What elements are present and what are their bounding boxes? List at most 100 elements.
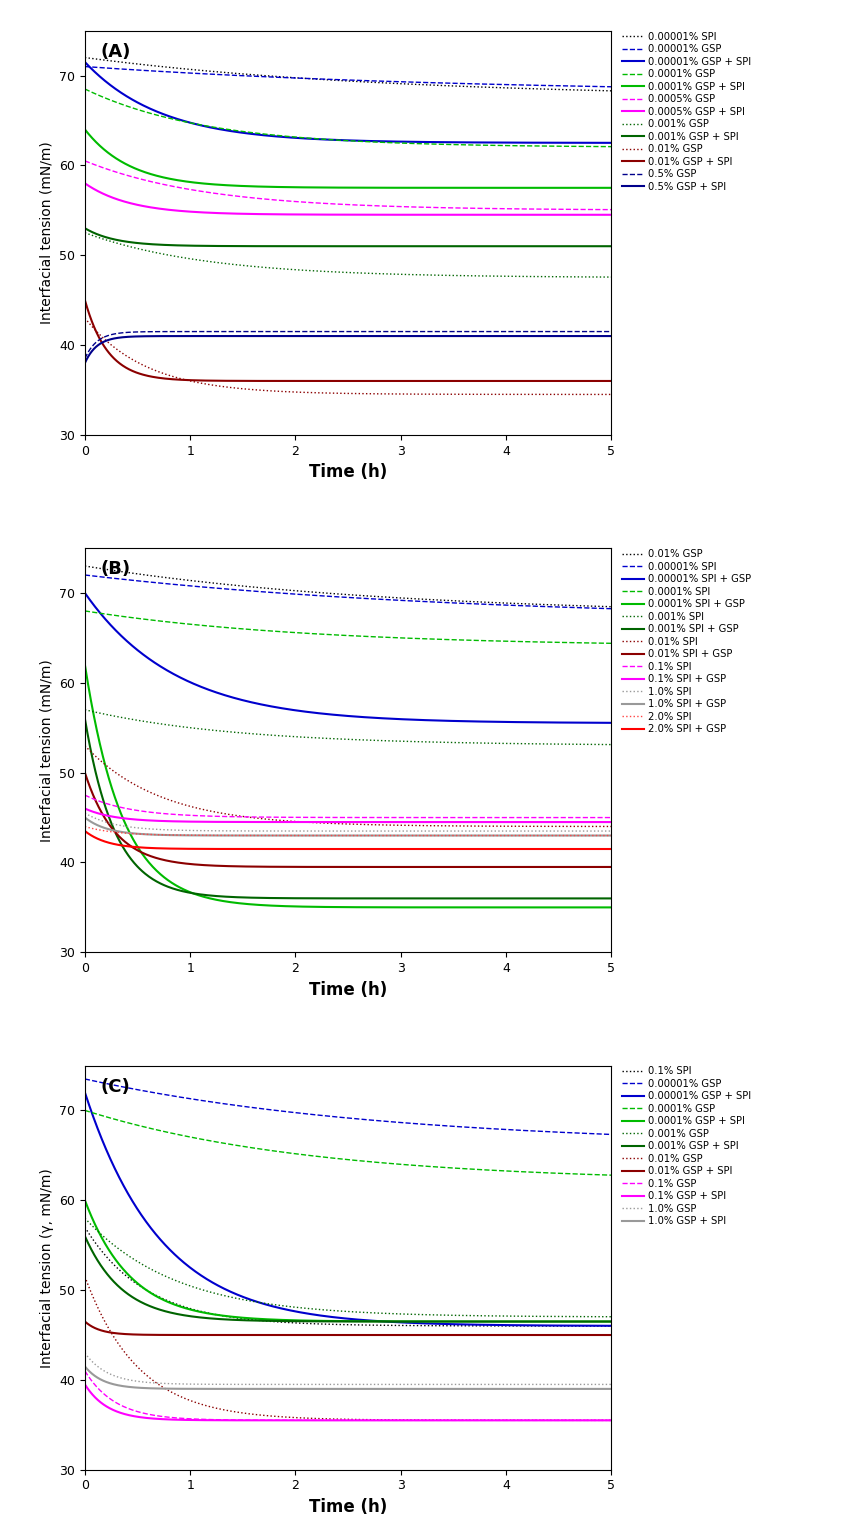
0.1% GSP [423,1412,433,1430]
0.001% SPI + GSP [80,709,90,727]
0.00001% SPI + GSP [308,703,318,721]
0.0005% GSP + SPI [88,179,98,197]
0.001% SPI + GSP [331,890,341,908]
0.00001% GSP + SPI [88,61,98,80]
2.0% SPI + GSP [331,841,341,859]
0.01% GSP + SPI [288,1326,298,1344]
0.5% GSP + SPI [88,340,98,358]
0.00001% SPI [308,70,318,89]
0.001% SPI [606,735,616,753]
0.001% GSP + SPI [308,237,318,256]
0.01% SPI + GSP [423,857,433,876]
0.0001% GSP [423,135,433,153]
0.1% GSP + SPI [80,1375,90,1393]
Line: 0.01% GSP: 0.01% GSP [85,1277,611,1421]
0.0005% GSP + SPI [308,205,318,224]
0.001% GSP + SPI [88,1245,98,1263]
0.00001% SPI [606,600,616,619]
0.0001% GSP + SPI [308,1312,318,1330]
0.01% GSP [288,1409,298,1427]
0.01% SPI [288,811,298,830]
0.00001% GSP [308,69,318,87]
0.00001% GSP [331,1108,341,1127]
1.0% SPI [88,808,98,827]
0.00001% GSP [606,78,616,96]
2.0% SPI [88,819,98,837]
0.5% GSP [288,323,298,341]
0.001% GSP [331,1301,341,1320]
2.0% SPI + GSP [423,841,433,859]
0.0001% SPI [88,603,98,622]
Line: 0.001% GSP: 0.001% GSP [85,233,611,277]
0.00001% GSP + SPI [308,130,318,149]
0.00001% GSP + SPI [606,133,616,152]
0.00001% GSP [80,57,90,75]
0.1% SPI [288,1314,298,1332]
0.5% GSP [502,323,512,341]
0.1% GSP [80,1361,90,1379]
0.0005% GSP + SPI [501,205,511,224]
Line: 0.5% GSP + SPI: 0.5% GSP + SPI [85,337,611,363]
0.5% GSP + SPI [331,328,341,346]
0.00001% SPI [501,596,511,614]
Line: 0.01% GSP: 0.01% GSP [85,318,611,395]
1.0% GSP [331,1375,341,1393]
0.0001% GSP + SPI [331,1312,341,1330]
0.001% SPI + GSP [423,890,433,908]
0.00001% SPI [288,69,298,87]
0.001% GSP + SPI [501,237,511,256]
2.0% SPI + GSP [288,841,298,859]
0.1% GSP + SPI [88,1387,98,1405]
Legend: 0.1% SPI, 0.00001% GSP, 0.00001% GSP + SPI, 0.0001% GSP, 0.0001% GSP + SPI, 0.00: 0.1% SPI, 0.00001% GSP, 0.00001% GSP + S… [621,1067,751,1226]
0.00001% GSP [308,1105,318,1124]
0.5% GSP + SPI [498,328,509,346]
0.001% GSP + SPI [606,237,616,256]
0.01% GSP [423,384,433,403]
0.0001% GSP + SPI [88,1213,98,1231]
1.0% SPI [288,822,298,841]
0.001% SPI [288,727,298,746]
0.1% SPI + GSP [80,799,90,818]
0.001% GSP [423,1306,433,1324]
0.1% SPI [80,785,90,804]
0.1% GSP + SPI [308,1412,318,1430]
0.0005% GSP + SPI [80,175,90,193]
0.00001% GSP + SPI [288,129,298,147]
1.0% GSP + SPI [88,1366,98,1384]
Line: 0.00001% GSP: 0.00001% GSP [85,1079,611,1134]
X-axis label: Time (h): Time (h) [309,980,387,998]
0.1% SPI [501,1317,511,1335]
0.1% SPI + GSP [501,813,511,831]
0.0001% GSP + SPI [423,179,433,197]
0.00001% GSP + SPI [423,1314,433,1332]
0.1% GSP [501,1412,511,1430]
0.01% SPI + GSP [606,857,616,876]
1.0% GSP [501,1375,511,1393]
0.0001% GSP [88,84,98,103]
1.0% GSP + SPI [331,1379,341,1398]
0.5% GSP [331,323,341,341]
Line: 0.5% GSP: 0.5% GSP [85,332,611,358]
0.00001% GSP + SPI [288,1301,298,1320]
0.1% SPI [423,1317,433,1335]
0.001% GSP [308,1300,318,1318]
0.00001% GSP + SPI [80,1084,90,1102]
2.0% SPI [331,827,341,845]
Line: 1.0% GSP + SPI: 1.0% GSP + SPI [85,1367,611,1389]
0.001% GSP + SPI [423,1312,433,1330]
1.0% SPI [423,822,433,841]
2.0% SPI [308,827,318,845]
0.1% SPI + GSP [606,813,616,831]
0.0001% GSP + SPI [308,178,318,196]
0.001% GSP [501,1307,511,1326]
0.001% GSP [606,268,616,286]
0.0005% GSP [288,193,298,211]
0.1% GSP + SPI [606,1412,616,1430]
0.01% SPI + GSP [288,857,298,876]
0.00001% SPI [80,49,90,67]
0.0001% GSP [288,127,298,145]
0.01% GSP + SPI [331,372,341,390]
0.0005% GSP [308,193,318,211]
Y-axis label: Interfacial tension (mN/m): Interfacial tension (mN/m) [40,658,53,842]
0.0005% GSP + SPI [288,205,298,224]
